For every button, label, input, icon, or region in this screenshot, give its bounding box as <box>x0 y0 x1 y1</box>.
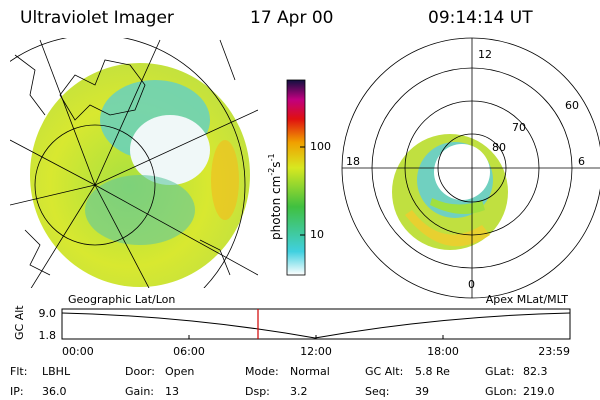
info-value: 39 <box>415 385 429 398</box>
time: 09:14:14 UT <box>428 8 533 28</box>
altitude-curve <box>61 312 571 339</box>
info-value: 13 <box>165 385 179 398</box>
info-label: GLon: <box>485 385 517 398</box>
info-label: Dsp: <box>245 385 270 398</box>
hour-label: 6 <box>578 155 585 168</box>
lat-label: 70 <box>512 121 526 134</box>
info-label: GC Alt: <box>365 365 403 378</box>
colorbar <box>286 79 306 276</box>
info-value: 219.0 <box>523 385 555 398</box>
polar-grid <box>341 37 600 299</box>
y-tick-label: 1.8 <box>39 329 57 342</box>
info-value: Normal <box>290 365 330 378</box>
info-label: Gain: <box>125 385 154 398</box>
info-label: Mode: <box>245 365 279 378</box>
y-tick-label: 9.0 <box>39 307 57 320</box>
altitude-axis-label: GC Alt <box>13 305 26 340</box>
colorbar-tick-label: 10 <box>310 228 324 241</box>
info-value: 36.0 <box>42 385 67 398</box>
hour-label: 12 <box>478 48 492 61</box>
info-label: IP: <box>10 385 24 398</box>
info-value: LBHL <box>42 365 71 378</box>
info-value: 82.3 <box>523 365 548 378</box>
hour-label: 18 <box>346 155 360 168</box>
x-tick-label: 12:00 <box>300 345 332 358</box>
x-tick-label: 18:00 <box>427 345 459 358</box>
panel-label: Apex MLat/MLT <box>486 293 569 306</box>
colorbar-label: photon cm-2s-1 <box>267 153 283 240</box>
info-value: Open <box>165 365 194 378</box>
geographic-image <box>10 38 258 288</box>
polar-image <box>392 134 508 250</box>
x-tick-label: 06:00 <box>173 345 205 358</box>
date: 17 Apr 00 <box>250 8 333 28</box>
hour-label: 0 <box>468 278 475 291</box>
x-tick-label: 23:59 <box>538 345 570 358</box>
lat-label: 60 <box>565 99 579 112</box>
lat-label: 80 <box>492 141 506 154</box>
colorbar-tick-label: 100 <box>310 140 331 153</box>
info-label: Flt: <box>10 365 27 378</box>
info-label: GLat: <box>485 365 514 378</box>
info-label: Seq: <box>365 385 389 398</box>
x-tick-label: 00:00 <box>62 345 94 358</box>
info-value: 3.2 <box>290 385 308 398</box>
title: Ultraviolet Imager <box>20 8 174 28</box>
info-value: 5.8 Re <box>415 365 450 378</box>
info-label: Door: <box>125 365 155 378</box>
panel-label: Geographic Lat/Lon <box>68 293 175 306</box>
